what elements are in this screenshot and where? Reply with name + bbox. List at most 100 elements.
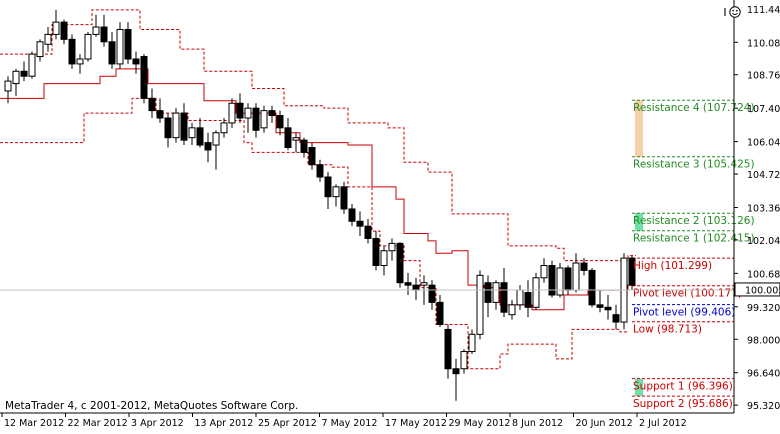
bull-candle [380, 250, 388, 266]
bear-candle [236, 102, 244, 119]
bear-candle [628, 257, 636, 286]
level-label: Pivot level (99.406) [633, 307, 735, 319]
corner-marker: I [723, 6, 726, 19]
bear-candle [268, 110, 276, 117]
level-label: Resistance 2 (103.126) [633, 215, 755, 227]
bull-candle [540, 265, 548, 279]
bull-candle [188, 127, 196, 139]
y-tick-label: 104.720 [747, 170, 780, 181]
x-tick-label: 22 Mar 2012 [68, 418, 128, 429]
x-tick-label: 13 Apr 2012 [195, 418, 254, 429]
copyright-label: MetaTrader 4, c 2001-2012, MetaQuotes So… [5, 400, 298, 412]
bear-candle [524, 292, 532, 308]
x-tick-label: 29 May 2012 [449, 418, 511, 429]
smiley-icon[interactable] [729, 6, 741, 18]
bear-candle [436, 301, 444, 325]
bear-candle [252, 107, 260, 131]
bear-candle [316, 164, 324, 178]
y-tick-label: 110.080 [747, 38, 780, 49]
bear-candle [404, 282, 412, 286]
level-label: Pivot level (100.177) [633, 288, 742, 300]
bull-candle [116, 29, 124, 65]
bull-candle [228, 102, 236, 124]
bear-candle [396, 242, 404, 284]
bull-candle [476, 274, 484, 335]
x-tick-label: 2 Jul 2012 [639, 418, 687, 429]
y-tick-label: 96.640 [747, 369, 780, 380]
bull-candle [172, 112, 180, 139]
bull-candle [28, 53, 36, 77]
x-tick-label: 8 Jun 2012 [512, 418, 563, 429]
bear-candle [548, 265, 556, 296]
bull-candle [460, 351, 468, 370]
y-tick-label: 100.680 [747, 269, 780, 280]
bull-candle [556, 267, 564, 296]
bear-candle [20, 70, 28, 77]
bull-candle [572, 262, 580, 291]
level-labels: Resistance 4 (107.724) Resistance 3 (105.… [633, 102, 755, 410]
bull-candle [332, 186, 340, 198]
band-lower-line [0, 97, 628, 370]
y-tick-label: 103.360 [747, 203, 780, 214]
level-label: Resistance 4 (107.724) [633, 102, 755, 114]
bear-candle [348, 208, 356, 222]
bull-candle [52, 21, 60, 35]
x-tick-label: 17 May 2012 [385, 418, 447, 429]
bear-candle [124, 29, 132, 60]
bear-candle [132, 58, 140, 65]
bear-candle [324, 176, 332, 198]
level-label: Resistance 3 (105.425) [633, 159, 755, 171]
level-label: Support 1 (96.396) [633, 381, 733, 393]
y-tick-label: 98.000 [747, 335, 780, 346]
bear-candle [452, 368, 460, 375]
bear-candle [108, 41, 116, 65]
bull-candle [292, 137, 300, 141]
level-label: Resistance 1 (102.415) [633, 233, 755, 245]
bear-candle [588, 269, 596, 306]
y-tick-label: 95.320 [747, 401, 780, 412]
bear-candle [276, 115, 284, 129]
y-tick-label: 99.320 [747, 303, 780, 314]
bull-candle [84, 33, 92, 60]
bear-candle [164, 117, 172, 139]
bear-candle [500, 282, 508, 313]
bull-candle [44, 33, 52, 45]
x-tick-label: 3 Apr 2012 [131, 418, 184, 429]
bear-candle [580, 262, 588, 271]
bull-candle [532, 277, 540, 308]
bull-candle [508, 304, 516, 316]
bear-candle [180, 112, 188, 141]
y-tick-label: 108.760 [747, 71, 780, 82]
bear-candle [412, 284, 420, 291]
bull-candle [92, 26, 100, 35]
y-tick-label: 107.400 [747, 104, 780, 115]
bear-candle [284, 127, 292, 149]
bear-candle [564, 267, 572, 291]
bear-candle [444, 328, 452, 370]
bull-candle [36, 41, 44, 58]
x-tick-label: 7 May 2012 [322, 418, 378, 429]
bear-candle [156, 110, 164, 119]
bear-candle [148, 97, 156, 112]
current-price-badge [734, 282, 780, 297]
bear-candle [300, 139, 308, 153]
bear-candle [140, 56, 148, 99]
bull-candle [212, 132, 220, 146]
bull-candle [516, 289, 524, 306]
bear-candle [356, 220, 364, 227]
bear-candle [68, 38, 76, 65]
x-tick-label: 12 Mar 2012 [4, 418, 64, 429]
bull-candle [492, 282, 500, 303]
bear-candle [604, 306, 612, 311]
bear-candle [372, 237, 380, 266]
y-tick-label: 106.040 [747, 138, 780, 149]
y-tick-label: 111.440 [747, 5, 780, 16]
level-label: Support 2 (95.686) [633, 398, 733, 410]
bull-candle [12, 70, 20, 85]
bear-candle [364, 225, 372, 239]
band-upper-line [0, 9, 636, 262]
